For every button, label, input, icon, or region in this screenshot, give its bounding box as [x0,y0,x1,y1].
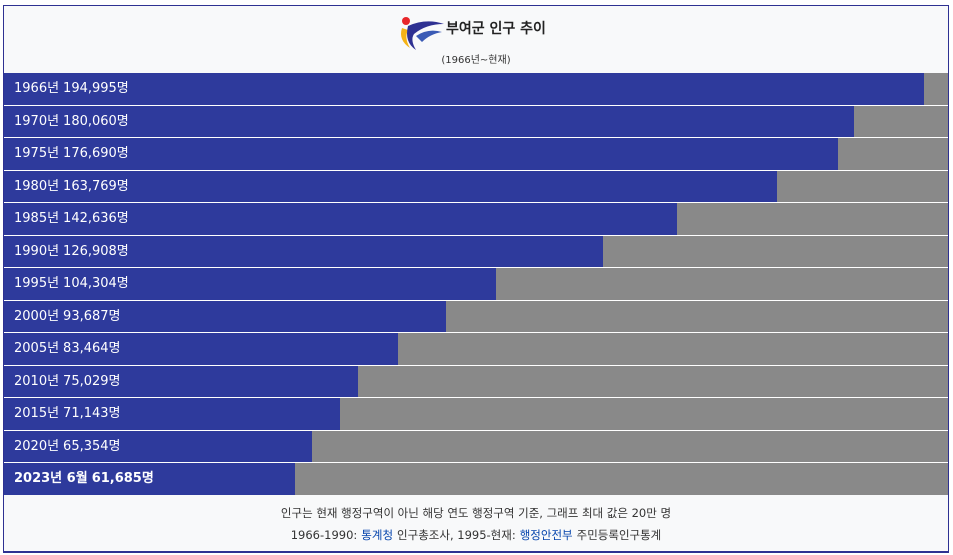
note: 인구는 현재 행정구역이 아닌 해당 연도 행정구역 기준, 그래프 최대 값은… [280,505,672,520]
bar-row: 2015년 71,143명 [4,398,948,430]
bar-row: 1985년 142,636명 [4,203,948,235]
bar-label: 1995년 104,304명 [14,268,129,300]
bar-label: 2015년 71,143명 [14,398,121,430]
bar [4,203,678,235]
bar-label: 1980년 163,769명 [14,171,129,203]
source-text: 주민등록인구통계 [576,527,662,542]
category-label: 1975년 [14,146,60,161]
value-label: 65,354명 [63,438,121,454]
bar-label: 2010년 75,029명 [14,366,121,398]
bar-row: 2000년 93,687명 [4,300,948,333]
category-label: 2005년 [14,341,60,356]
value-label: 71,143명 [63,406,121,421]
value-label: 93,687명 [63,308,121,324]
category-label: 2010년 [14,373,60,389]
value-label: 194,995명 [63,81,129,96]
bar [4,300,447,332]
bar [4,365,359,397]
bar-row: 2023년 6월 61,685명 [4,463,948,495]
bar [4,333,398,365]
value-label: 163,769명 [63,178,129,194]
source-link[interactable]: 통계청 [361,527,394,542]
bar [4,430,313,462]
bar-row: 2005년 83,464명 [4,333,948,365]
bar-label: 2023년 6월 61,685명 [14,463,154,495]
category-label: 2000년 [14,308,60,324]
chart-subtitle: (1966년~현재) [441,55,511,66]
category-label: 2015년 [14,406,60,421]
category-label: 1966년 [14,81,60,96]
bar-label: 1975년 176,690명 [14,138,129,170]
bar-label: 1990년 126,908명 [14,236,129,268]
bar-row: 1980년 163,769명 [4,170,948,203]
bar [4,398,340,430]
value-label: 126,908명 [63,243,129,259]
value-label: 142,636명 [63,211,129,226]
category-label: 2023년 6월 [14,471,88,486]
bar-label: 1970년 180,060명 [14,106,129,138]
logo [401,17,444,50]
value-label: 61,685명 [91,471,154,486]
value-label: 176,690명 [63,146,129,161]
bar [4,170,777,202]
category-label: 1985년 [14,211,60,226]
bar-label: 2020년 65,354명 [14,431,121,463]
bar-row: 1995년 104,304명 [4,268,948,300]
bar [4,105,854,137]
bar-row: 2020년 65,354명 [4,430,948,463]
bars: 1966년 194,995명 1970년 180,060명 1975년 176,690명 1… [4,73,948,495]
bar-label: 2000년 93,687명 [14,301,121,333]
category-label: 1980년 [14,178,60,194]
bar [4,138,838,170]
value-label: 75,029명 [63,373,121,389]
bar-row: 1975년 176,690명 [4,138,948,170]
bar-label: 1966년 194,995명 [14,73,129,105]
value-label: 180,060명 [63,113,129,129]
category-label: 2020년 [14,438,60,454]
bar-label: 1985년 142,636명 [14,203,129,235]
bar-row: 2010년 75,029명 [4,365,948,398]
bar [4,235,603,267]
value-label: 104,304명 [63,276,129,291]
bar-row: 1966년 194,995명 [4,73,948,105]
category-label: 1970년 [14,113,60,129]
source: 1966-1990: 통계청 인구총조사, 1995-현재: 행정안전부 주민등록인구통… [4,527,948,549]
chart: 부여군 인구 추이 (1966년~현재) 1966년 194,995명 1970년 1… [3,5,949,553]
source-text: 1966-1990: [290,527,358,542]
chart-title: 부여군 인구 추이 [446,21,546,37]
bar [4,268,497,300]
value-label: 83,464명 [63,341,121,356]
bar [4,463,296,495]
source-text: 인구총조사, 1995-현재: [397,527,516,542]
category-label: 1990년 [14,243,60,259]
bar-row: 1970년 180,060명 [4,105,948,138]
category-label: 1995년 [14,276,60,291]
source-link[interactable]: 행정안전부 [519,527,573,542]
bar-label: 2005년 83,464명 [14,333,121,365]
header: 부여군 인구 추이 (1966년~현재) [4,6,948,73]
footer: 인구는 현재 행정구역이 아닌 해당 연도 행정구역 기준, 그래프 최대 값은… [4,496,948,549]
bar-row: 1990년 126,908명 [4,235,948,268]
bar [4,73,925,105]
